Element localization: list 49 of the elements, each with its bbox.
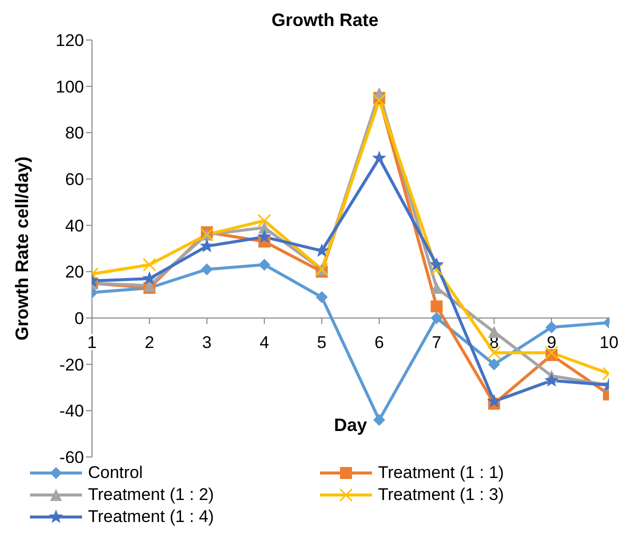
x-tick-label: 2: [144, 333, 154, 352]
y-tick-label: 20: [65, 262, 84, 282]
point: [486, 394, 502, 408]
point: [372, 150, 386, 164]
point: [430, 282, 443, 294]
legend-label: Treatment (1 : 4): [88, 507, 214, 527]
x-tick-label: 6: [374, 333, 384, 352]
point: [373, 414, 386, 426]
x-tick-label: 5: [317, 333, 327, 352]
point: [488, 326, 500, 338]
chart-title: Growth Rate: [271, 10, 379, 30]
x-tick-label: 4: [260, 333, 270, 352]
y-tick-label: 80: [65, 124, 84, 143]
y-tick-label: 100: [56, 77, 84, 96]
point: [200, 238, 214, 252]
point: [488, 358, 500, 370]
y-tick-label: 120: [56, 31, 84, 50]
point: [372, 93, 386, 107]
point: [546, 321, 558, 334]
point: [430, 262, 444, 276]
y-tick-label: -60: [59, 448, 84, 468]
x-axis-title: Day: [334, 415, 368, 435]
point: [544, 373, 559, 387]
point: [314, 243, 329, 257]
y-axis-title: Growth Rate cell/day): [12, 156, 32, 341]
legend-label: Treatment (1 : 3): [378, 485, 504, 505]
y-tick-label: -40: [59, 402, 84, 421]
legend-label: Treatment (1 : 2): [88, 485, 214, 505]
x-tick-label: 9: [546, 333, 556, 352]
x-tick-label: 7: [432, 333, 442, 352]
point: [430, 300, 443, 312]
point: [257, 229, 272, 243]
y-tick-label: 60: [65, 170, 84, 190]
point: [258, 214, 272, 228]
x-tick-label: 10: [600, 333, 618, 352]
point: [258, 258, 270, 271]
point: [316, 291, 328, 304]
x-tick-label: 3: [202, 333, 212, 352]
y-tick-label: 40: [65, 216, 84, 236]
x-tick-label: 1: [87, 333, 97, 352]
y-tick-label: 0: [74, 309, 84, 328]
legend-label: Treatment (1 : 1): [378, 463, 504, 483]
legend-label: Control: [88, 463, 143, 483]
y-tick-label: -20: [59, 355, 84, 374]
point: [142, 258, 156, 272]
point: [430, 312, 443, 324]
point: [200, 263, 213, 276]
point: [430, 257, 444, 271]
point: [142, 271, 157, 285]
